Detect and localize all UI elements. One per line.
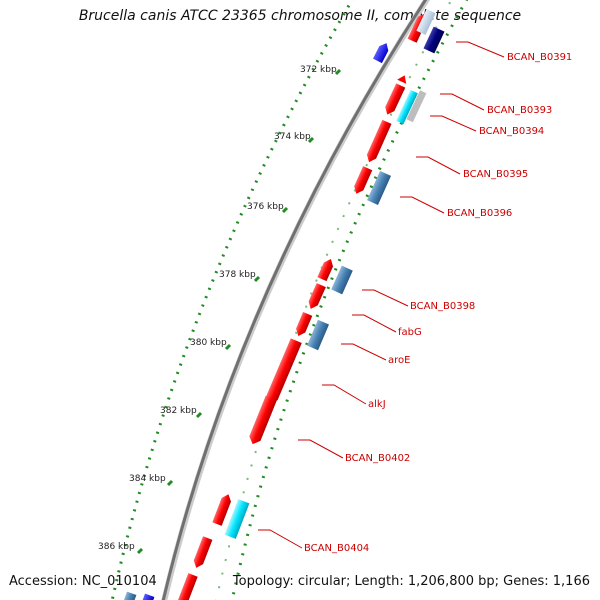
kbp-label: 372 kbp — [300, 65, 337, 75]
gene-feature — [354, 166, 373, 194]
gene-feature — [317, 259, 334, 282]
gene-feature — [177, 573, 198, 600]
gene-feature — [249, 395, 277, 445]
gene-feature — [141, 593, 155, 600]
gene-label: BCAN_B0391 — [507, 52, 572, 63]
leader-lines — [258, 41, 505, 549]
gene-feature — [373, 43, 389, 64]
gene-feature — [308, 283, 326, 309]
gene-feature — [193, 536, 213, 568]
gene-label: BCAN_B0402 — [345, 453, 410, 464]
gene-feature — [416, 9, 436, 35]
gene-feature — [266, 338, 302, 404]
gene-feature — [307, 319, 329, 351]
inner-dotted-circle-2 — [215, 0, 453, 600]
gene-label: BCAN_B0396 — [447, 208, 512, 219]
backbone-shadow — [161, 0, 431, 600]
kbp-label: 380 kbp — [190, 338, 227, 348]
gene-feature — [423, 26, 445, 54]
kbp-ticks — [136, 68, 342, 555]
kbp-label: 378 kbp — [219, 270, 256, 280]
backbone — [161, 0, 428, 600]
gene-label: BCAN_B0394 — [479, 126, 544, 137]
gene-feature — [224, 499, 250, 539]
gene-feature — [123, 591, 137, 600]
accession-text: Accession: NC_010104 — [9, 574, 157, 589]
outer-dotted-circle — [110, 0, 354, 600]
gene-label: aroE — [388, 355, 410, 366]
gene-label: BCAN_B0404 — [304, 543, 369, 554]
gene-feature — [212, 494, 231, 526]
gene-feature — [397, 75, 407, 84]
kbp-label: 374 kbp — [274, 132, 311, 142]
gene-label: BCAN_B0395 — [463, 169, 528, 180]
topology-text: Topology: circular; Length: 1,206,800 bp… — [232, 574, 590, 589]
kbp-label: 386 kbp — [98, 542, 135, 552]
kbp-label: 382 kbp — [160, 406, 197, 416]
kbp-label: 384 kbp — [129, 474, 166, 484]
gene-feature — [406, 90, 427, 123]
gene-label: BCAN_B0398 — [410, 301, 475, 312]
gene-feature — [385, 83, 406, 115]
gene-label: BCAN_B0393 — [487, 105, 552, 116]
gene-feature — [296, 312, 313, 337]
gene-label: fabG — [398, 327, 422, 338]
gene-label: alkJ — [368, 399, 386, 410]
gene-feature — [367, 170, 391, 206]
kbp-label: 376 kbp — [247, 202, 284, 212]
gene-feature — [396, 89, 418, 125]
gene-feature — [331, 265, 353, 295]
gene-feature — [366, 119, 392, 163]
